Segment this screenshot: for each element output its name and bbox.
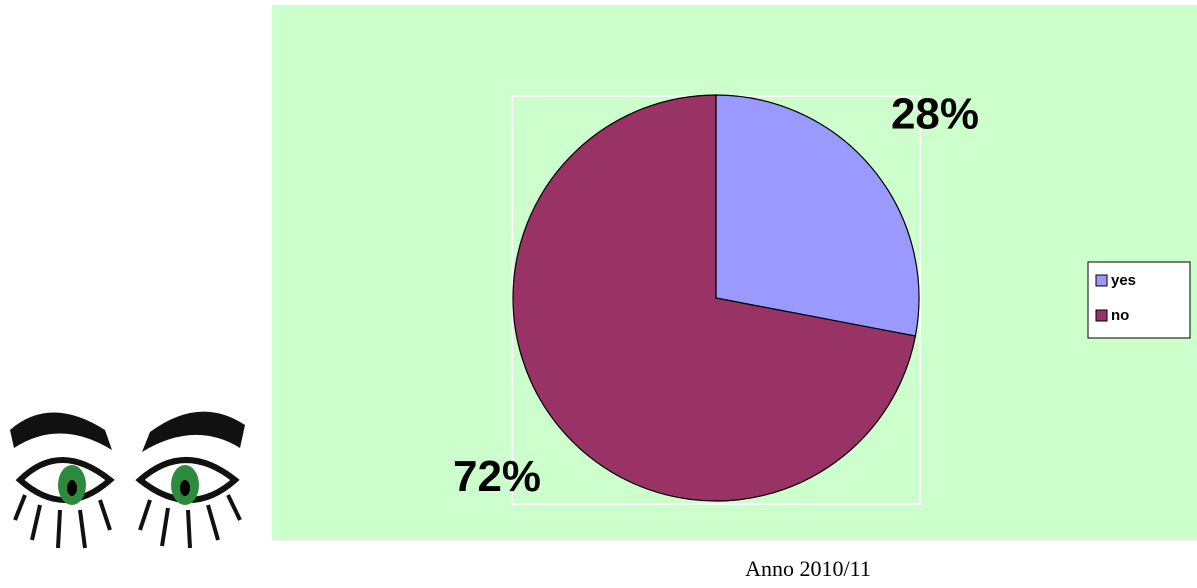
legend-swatch — [1095, 274, 1108, 287]
pie-slice — [512, 94, 917, 502]
data-label: 28% — [891, 89, 979, 138]
eyes-clipart — [10, 411, 245, 549]
caption: Anno 2010/11 — [745, 556, 871, 581]
legend — [1087, 261, 1191, 339]
legend-label: yes — [1111, 272, 1136, 289]
legend-swatch — [1095, 309, 1108, 322]
data-label: 72% — [453, 452, 541, 501]
legend-label: no — [1111, 307, 1129, 324]
pie-slice — [715, 94, 920, 337]
